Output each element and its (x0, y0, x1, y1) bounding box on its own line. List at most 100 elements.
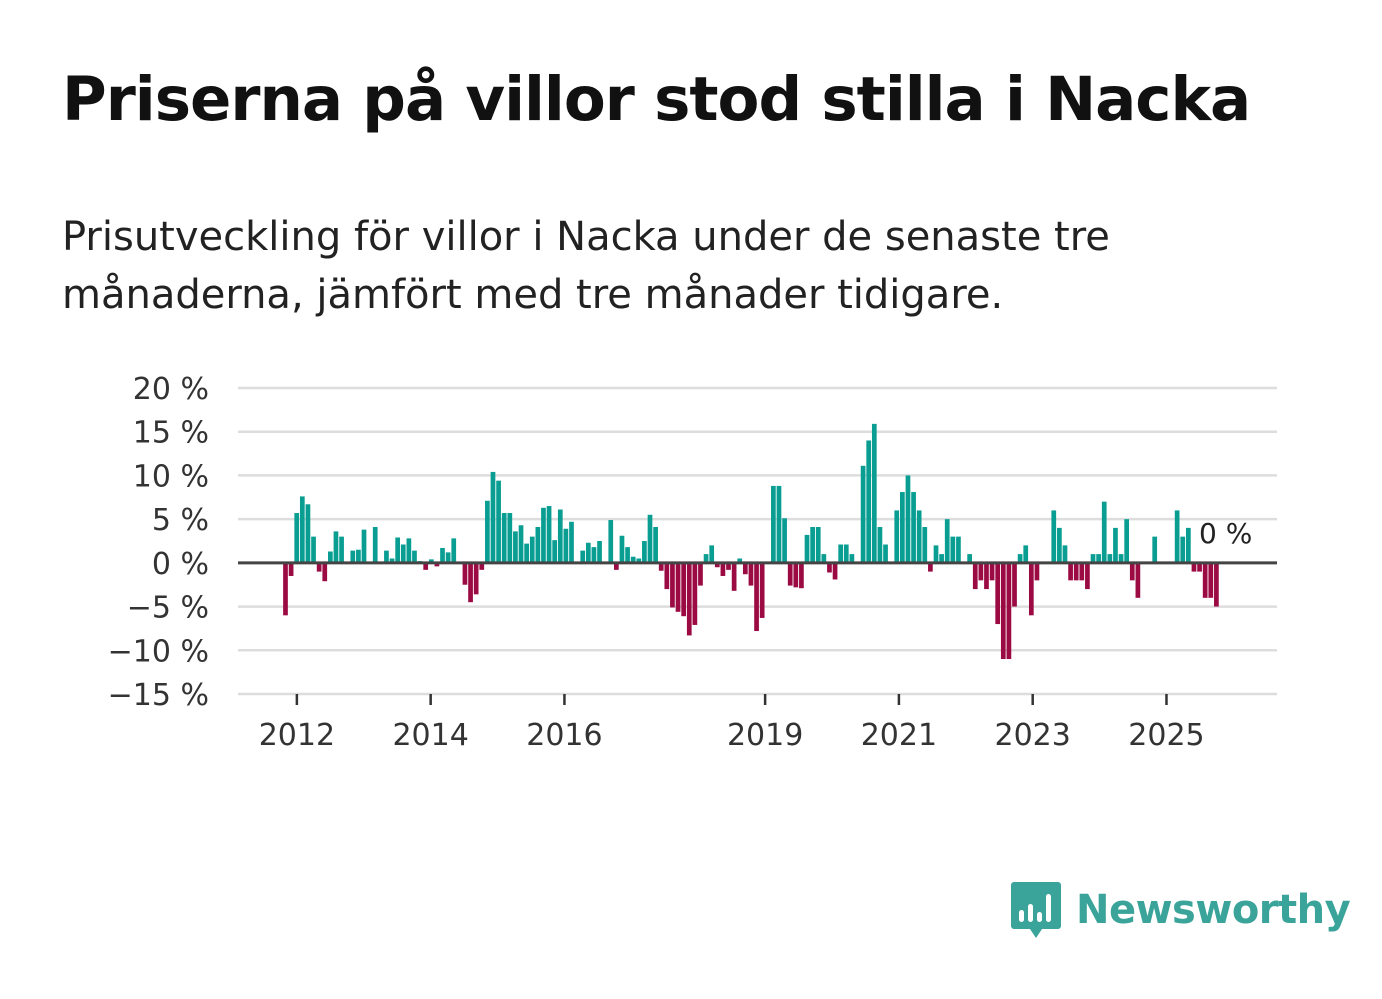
bar (860, 465, 866, 563)
x-tick-label: 2023 (995, 718, 1071, 753)
bar (299, 496, 305, 563)
bar (714, 562, 720, 568)
bar (849, 554, 855, 563)
bar (1000, 562, 1006, 660)
bar (905, 475, 911, 563)
bar (995, 562, 1001, 625)
bar (288, 562, 294, 576)
bar (1118, 554, 1124, 563)
bar (748, 562, 754, 586)
bar (1085, 562, 1090, 590)
bar (832, 562, 838, 580)
bar (1113, 527, 1118, 563)
bar (445, 552, 451, 563)
bar (1057, 527, 1062, 563)
bar (1202, 562, 1208, 598)
bar (311, 536, 316, 563)
bar (709, 545, 715, 563)
bar (1191, 562, 1197, 572)
bar (524, 543, 529, 563)
bar (838, 544, 844, 563)
x-tick-label: 2019 (727, 718, 803, 753)
bar (501, 513, 507, 563)
bar (406, 538, 412, 563)
bar (815, 527, 821, 563)
bar (972, 562, 978, 590)
bar (681, 562, 687, 617)
y-tick-label: 0 % (152, 547, 209, 582)
bar (698, 562, 703, 586)
bar (1152, 536, 1158, 563)
bar (916, 510, 922, 563)
bar (585, 542, 591, 563)
bar (922, 527, 928, 563)
bar (1017, 554, 1023, 563)
bar (1068, 562, 1073, 581)
bar (1180, 536, 1186, 563)
bar (642, 541, 647, 563)
bar (675, 562, 681, 612)
y-axis: 20 % 15 % 10 % 5 % 0 % −5 % −10 % −15 % (108, 372, 209, 713)
bar (608, 520, 614, 563)
bar (658, 562, 664, 571)
bar (316, 562, 322, 572)
bar-chart-speech-bubble-icon (1011, 882, 1061, 938)
bar (1129, 562, 1135, 581)
bar (900, 492, 905, 563)
bar (496, 480, 501, 563)
bar (1062, 545, 1068, 563)
bar (1186, 527, 1191, 563)
bar (479, 562, 485, 570)
bar (939, 554, 944, 563)
bar (356, 549, 361, 563)
bar (507, 513, 513, 563)
y-tick-label: −10 % (108, 634, 209, 669)
bar (989, 562, 995, 581)
bar (1006, 562, 1012, 660)
grid-lines (238, 386, 1277, 696)
bar (468, 562, 473, 603)
bar (1096, 554, 1101, 563)
bar (462, 562, 468, 585)
bar (911, 492, 916, 563)
brand-name: Newsworthy (1076, 887, 1351, 933)
bar (322, 562, 328, 582)
bar (361, 529, 367, 563)
y-tick-label: −15 % (108, 678, 209, 713)
chart-subtitle: Prisutveckling för villor i Nacka under … (62, 214, 1110, 318)
x-tick-label: 2025 (1128, 718, 1204, 753)
bar (787, 562, 793, 586)
x-tick-label: 2014 (392, 718, 468, 753)
bar (305, 504, 311, 563)
bar (339, 536, 344, 563)
bar (412, 550, 417, 563)
bar (400, 544, 406, 563)
bar (742, 562, 748, 575)
bar (1101, 501, 1107, 563)
bar (776, 485, 782, 563)
bar (692, 562, 698, 625)
bar (333, 531, 339, 563)
bar (552, 540, 558, 563)
bar (799, 562, 804, 589)
y-tick-label: −5 % (127, 591, 209, 626)
bar (686, 562, 692, 636)
bar (541, 507, 546, 563)
bar (384, 550, 389, 563)
bar (569, 521, 574, 563)
bar (630, 556, 636, 563)
bar (967, 554, 972, 563)
bar (395, 537, 401, 563)
bar (866, 440, 872, 563)
bar (636, 558, 642, 563)
y-tick-label: 20 % (133, 372, 209, 407)
bar (950, 536, 956, 563)
bar (434, 562, 440, 567)
bar (877, 527, 883, 563)
bar (978, 562, 984, 581)
bar (440, 547, 445, 563)
bar (451, 538, 457, 563)
bar (485, 500, 490, 563)
bar (827, 562, 832, 573)
bar-series (283, 423, 1219, 660)
